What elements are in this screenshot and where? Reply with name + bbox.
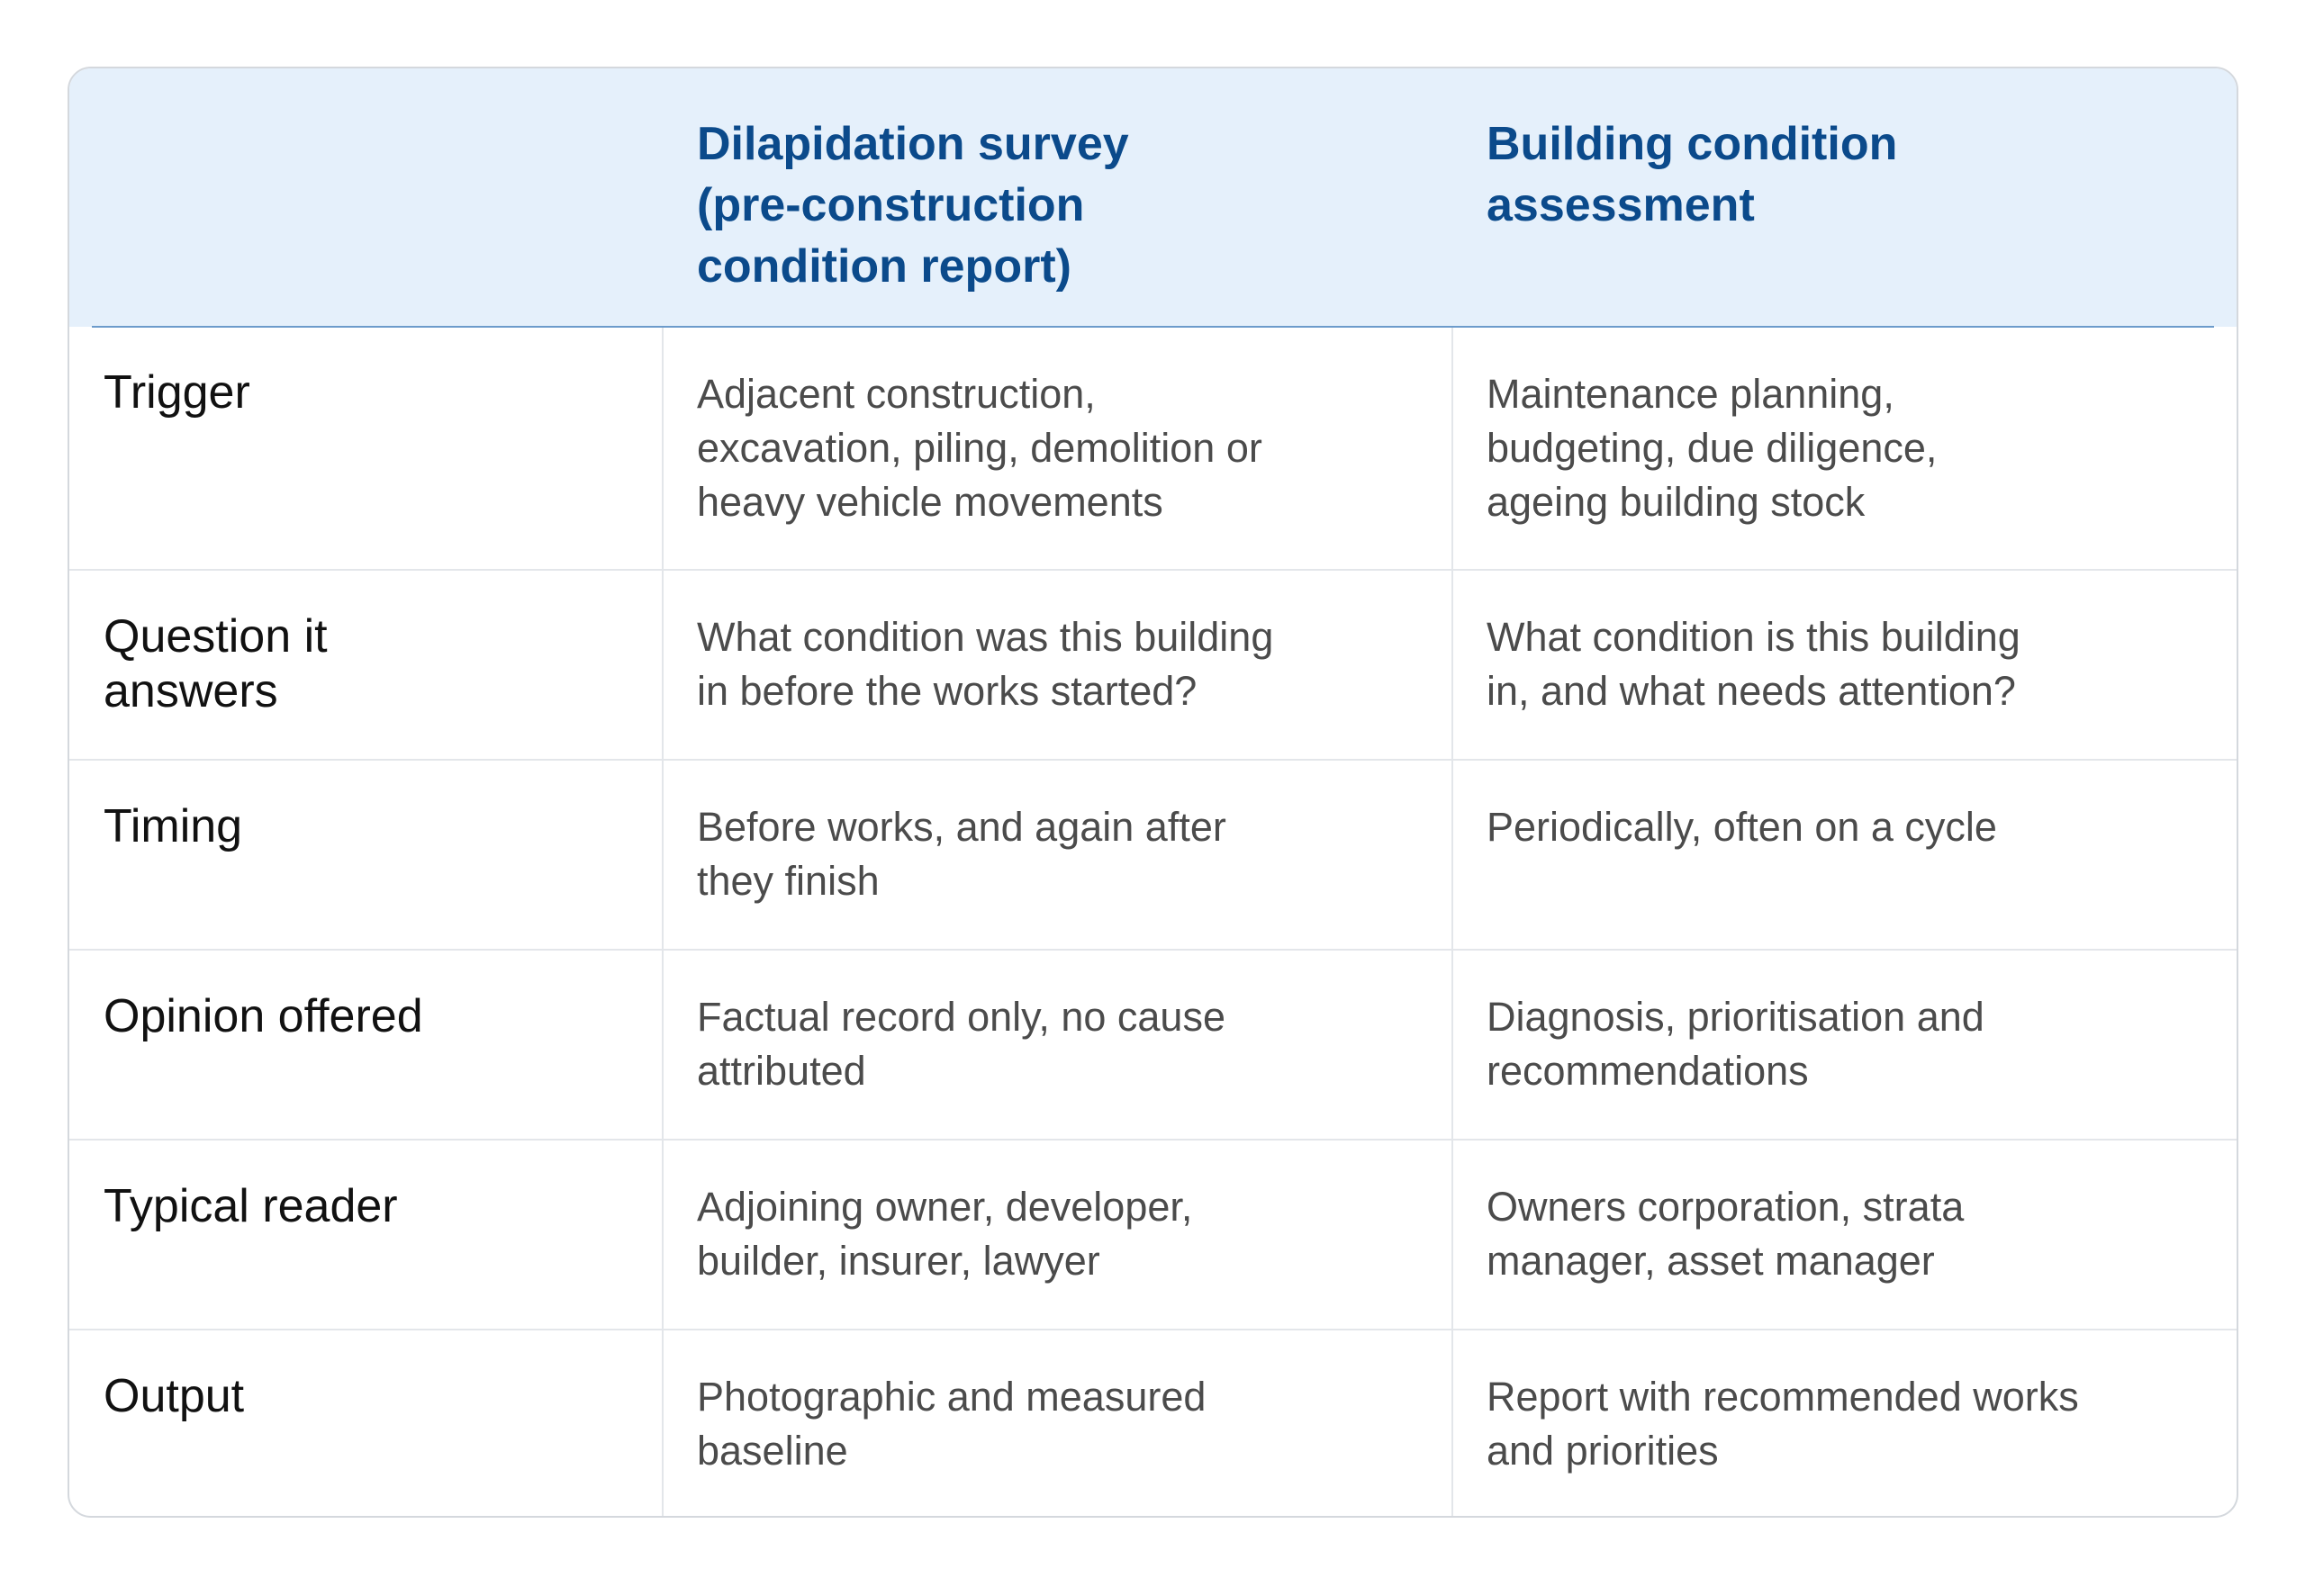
table-cell: Factual record only, no cause attributed — [697, 994, 1225, 1094]
table-row-trigger: Trigger Adjacent construction, excavatio… — [69, 328, 2237, 569]
table-cell: What condition is this building in, and … — [1487, 614, 2020, 714]
column-divider — [1451, 328, 1453, 1516]
column-divider — [662, 328, 664, 1516]
table-header-row: Dilapidation survey (pre-construction co… — [69, 68, 2237, 327]
table-row-timing: Timing Before works, and again after the… — [69, 761, 2237, 949]
table-cell: Before works, and again after they finis… — [697, 804, 1226, 904]
row-divider — [69, 1139, 2237, 1141]
row-label: Typical reader — [104, 1180, 398, 1232]
column-header-dilapidation-survey: Dilapidation survey (pre-construction co… — [697, 118, 1129, 293]
row-divider — [69, 569, 2237, 571]
row-label: Timing — [104, 800, 243, 852]
row-label: Opinion offered — [104, 990, 423, 1042]
table-cell: Maintenance planning, budgeting, due dil… — [1487, 371, 1938, 525]
row-divider — [69, 949, 2237, 951]
table-cell: Diagnosis, prioritisation and recommenda… — [1487, 994, 1984, 1094]
table-row-opinion: Opinion offered Factual record only, no … — [69, 951, 2237, 1139]
table-cell: Photographic and measured baseline — [697, 1374, 1207, 1474]
table-cell: Owners corporation, strata manager, asse… — [1487, 1184, 1965, 1284]
row-divider — [69, 759, 2237, 761]
table-row-reader: Typical reader Adjoining owner, develope… — [69, 1141, 2237, 1329]
row-divider — [69, 1329, 2237, 1330]
table-row-question: Question it answers What condition was t… — [69, 571, 2237, 759]
header-divider — [92, 326, 2214, 328]
column-header-building-condition-assessment: Building condition assessment — [1487, 118, 1898, 231]
table-cell: Report with recommended works and priori… — [1487, 1374, 2079, 1474]
comparison-table: Dilapidation survey (pre-construction co… — [68, 67, 2238, 1518]
table-cell: Adjacent construction, excavation, pilin… — [697, 371, 1262, 525]
row-label: Trigger — [104, 366, 250, 419]
row-label: Output — [104, 1370, 245, 1422]
table-cell: Periodically, often on a cycle — [1487, 804, 1997, 850]
table-row-output: Output Photographic and measured baselin… — [69, 1330, 2237, 1516]
row-label: Question it answers — [104, 610, 328, 717]
table-cell: Adjoining owner, developer, builder, ins… — [697, 1184, 1193, 1284]
table-cell: What condition was this building in befo… — [697, 614, 1274, 714]
